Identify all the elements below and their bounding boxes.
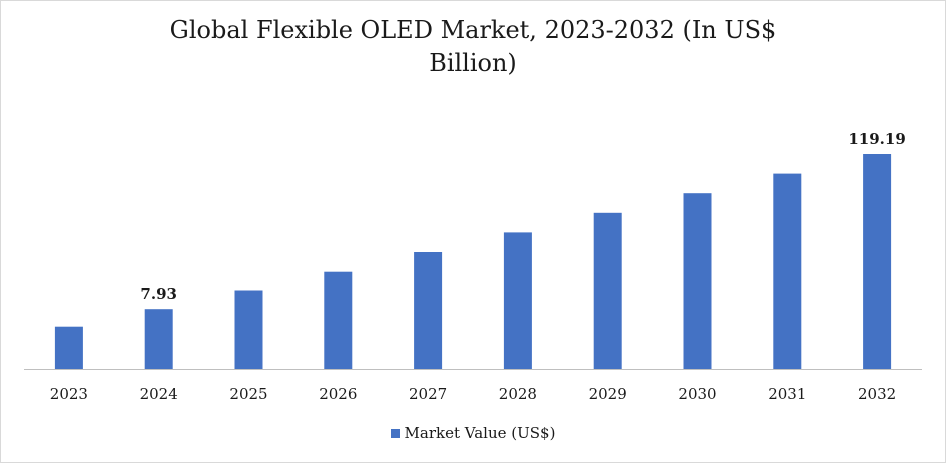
legend: Market Value (US$)	[0, 424, 946, 442]
x-tick-label-2023: 2023	[50, 385, 88, 403]
bar-2031	[773, 173, 802, 369]
bar-2027	[414, 252, 443, 369]
x-tick-label-2030: 2030	[678, 385, 716, 403]
data-label-2024: 7.93	[140, 285, 177, 303]
x-tick-label-2031: 2031	[768, 385, 806, 403]
bar-2026	[324, 271, 353, 369]
chart-title-line-1: Global Flexible OLED Market, 2023-2032 (…	[169, 16, 777, 44]
legend-swatch	[390, 428, 400, 438]
x-tick-label-2029: 2029	[589, 385, 627, 403]
bar-2029	[593, 212, 622, 369]
bar-2024	[144, 309, 173, 369]
legend-label: Market Value (US$)	[404, 424, 556, 442]
bar-2032	[863, 154, 892, 369]
data-label-2032: 119.19	[848, 130, 905, 148]
x-tick-label-2026: 2026	[319, 385, 357, 403]
bar-2025	[234, 290, 263, 369]
chart-title: Global Flexible OLED Market, 2023-2032 (…	[0, 14, 946, 80]
bar-2023	[54, 326, 83, 369]
x-tick-label-2028: 2028	[499, 385, 537, 403]
x-tick-label-2024: 2024	[140, 385, 178, 403]
x-tick-label-2025: 2025	[229, 385, 267, 403]
x-tick-label-2027: 2027	[409, 385, 447, 403]
bar-2030	[683, 193, 712, 369]
x-tick-label-2032: 2032	[858, 385, 896, 403]
bar-2028	[503, 232, 532, 369]
chart-title-line-2: Billion)	[429, 49, 517, 77]
